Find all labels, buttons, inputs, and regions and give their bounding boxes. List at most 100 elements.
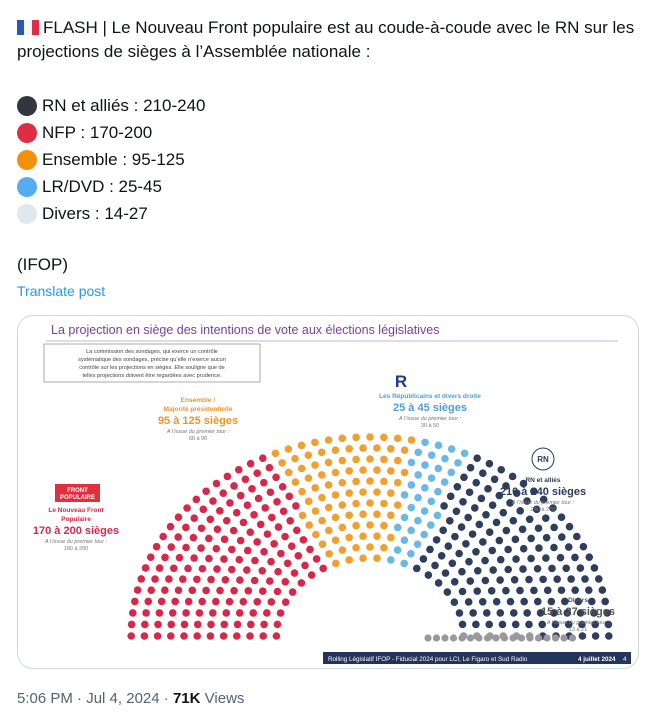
seat	[458, 567, 466, 576]
seat	[534, 634, 543, 642]
seat	[168, 609, 177, 617]
seat	[393, 523, 402, 532]
seat	[182, 523, 190, 532]
seat	[466, 634, 475, 642]
seat	[253, 597, 262, 606]
group-seats: 15 à 27 sièges	[541, 606, 615, 618]
group-first-round: A l’issue du premier tour :	[398, 416, 462, 422]
seat	[550, 609, 558, 617]
seat	[352, 521, 360, 530]
color-dot	[17, 122, 37, 143]
seat	[407, 549, 415, 558]
seat	[285, 492, 294, 501]
seat	[407, 436, 416, 444]
seat	[273, 620, 282, 629]
seat	[590, 564, 599, 572]
seat	[502, 526, 511, 535]
seat	[248, 485, 256, 493]
seat	[413, 540, 422, 548]
seat	[511, 620, 520, 629]
seat	[127, 620, 136, 629]
seat	[290, 569, 299, 577]
seat	[400, 559, 408, 568]
group-range: 180 à 200	[64, 546, 88, 552]
seat	[527, 534, 535, 543]
seat	[488, 546, 497, 555]
seat	[131, 597, 139, 606]
seat	[291, 478, 300, 486]
seat	[460, 449, 469, 458]
seat	[281, 532, 289, 541]
color-dot	[17, 95, 37, 116]
seat	[407, 503, 416, 512]
seat	[338, 546, 347, 554]
seat	[373, 554, 381, 563]
seat	[159, 532, 167, 541]
seat	[205, 554, 213, 563]
seat	[591, 620, 599, 629]
seat	[594, 575, 603, 583]
seat	[155, 564, 164, 572]
seat	[400, 491, 409, 499]
seat	[338, 501, 347, 509]
media[interactable]: La projection en siège des intentions de…	[17, 315, 639, 669]
translate-link[interactable]: Translate post	[17, 283, 106, 299]
seat	[400, 513, 409, 522]
seat	[482, 609, 491, 617]
seat	[496, 609, 505, 617]
item-text: NFP : 170-200	[42, 122, 153, 142]
seat	[366, 521, 374, 529]
seat	[492, 634, 500, 642]
seat	[393, 456, 402, 465]
seat	[495, 536, 504, 545]
seat	[431, 561, 439, 570]
seat	[192, 495, 201, 504]
seat	[261, 504, 270, 512]
seat	[345, 533, 353, 542]
seat	[366, 477, 374, 485]
note-line: contrôle sur les projections en sièges. …	[79, 365, 225, 371]
seat	[512, 555, 520, 563]
seat	[239, 597, 248, 606]
seat	[212, 597, 220, 606]
seat	[155, 609, 164, 617]
tweet-text: FLASH | Le Nouveau Front populaire est a…	[17, 16, 637, 64]
seat	[331, 491, 340, 499]
seat	[470, 504, 479, 512]
seat	[345, 445, 353, 453]
seat	[387, 556, 395, 564]
seat	[440, 478, 449, 486]
seat	[286, 517, 295, 525]
seat	[154, 620, 162, 629]
seat	[277, 549, 285, 558]
seat	[184, 564, 192, 573]
seat	[359, 466, 367, 474]
color-dot	[17, 149, 37, 170]
seat	[183, 504, 191, 512]
seat	[420, 507, 429, 515]
seat	[263, 609, 271, 617]
seat	[530, 586, 538, 595]
seat	[460, 473, 468, 482]
seat	[209, 609, 217, 617]
seat	[584, 586, 593, 594]
seat	[472, 620, 480, 629]
seat	[193, 575, 201, 584]
seat	[258, 587, 267, 595]
seat	[230, 482, 238, 490]
seat	[393, 501, 402, 509]
seat	[437, 551, 446, 560]
seat	[166, 522, 175, 531]
seat	[492, 597, 501, 606]
seat	[475, 634, 483, 642]
seat	[459, 497, 467, 506]
seat	[587, 597, 596, 606]
seat	[419, 555, 428, 563]
seat	[508, 472, 517, 481]
seat	[234, 465, 243, 474]
seat	[489, 566, 497, 574]
seat	[325, 526, 333, 535]
seat	[556, 553, 565, 562]
logo-text: FRONT	[67, 488, 88, 494]
seat	[352, 499, 360, 508]
